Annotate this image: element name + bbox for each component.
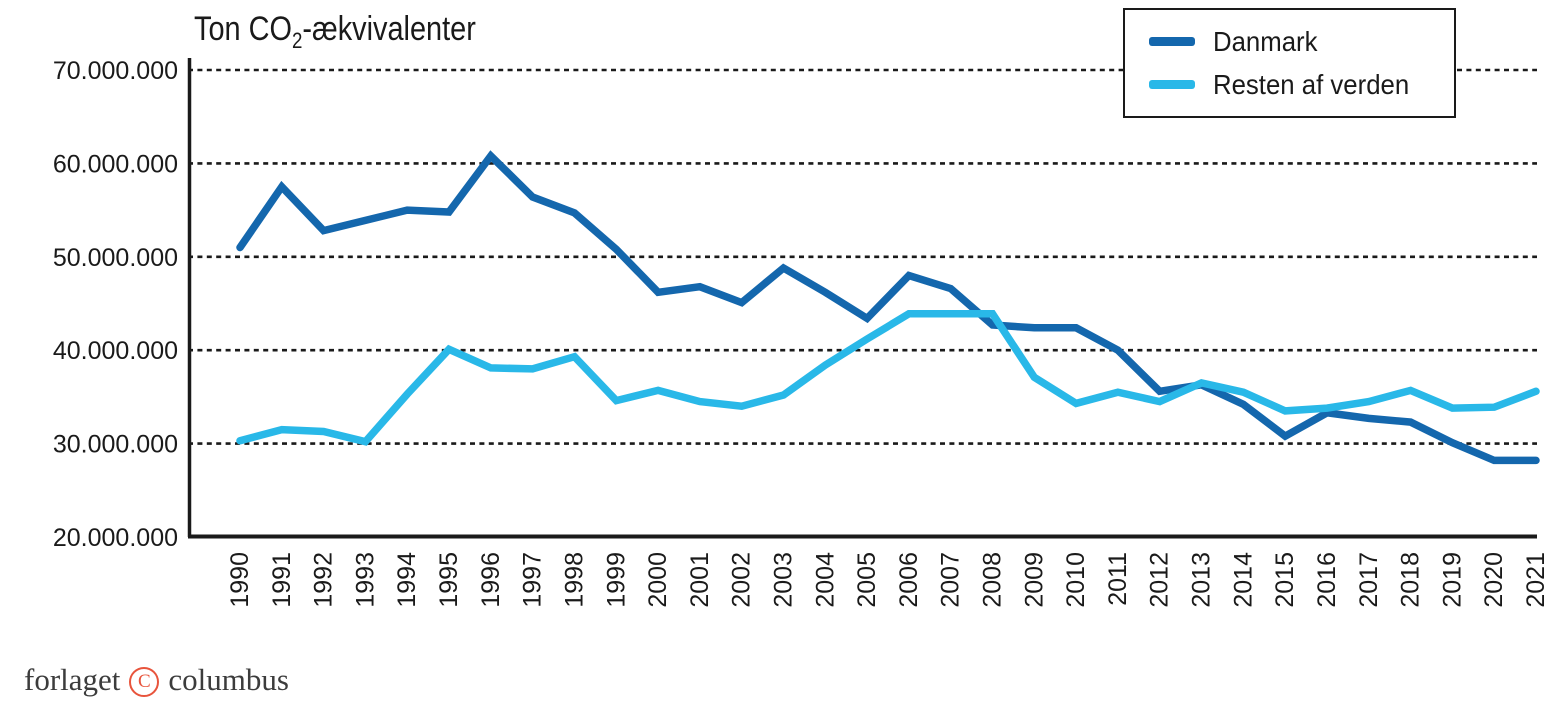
series-line-resten-af-verden	[236, 310, 1540, 446]
series-line-danmark	[236, 150, 1540, 465]
x-tick-label: 2013	[1188, 552, 1216, 608]
x-tick-label: 2004	[811, 552, 839, 608]
x-tick-label: 2014	[1229, 552, 1257, 608]
x-tick-label: 1993	[351, 552, 379, 608]
legend-item-danmark: Danmark	[1149, 26, 1454, 58]
legend: Danmark Resten af verden	[1123, 8, 1456, 118]
x-tick-label: 2005	[853, 552, 881, 608]
x-tick-label: 2017	[1355, 552, 1383, 608]
x-tick-label: 2015	[1271, 552, 1299, 608]
legend-label-danmark: Danmark	[1213, 25, 1318, 57]
x-tick-label: 1997	[519, 552, 547, 608]
x-tick-label: 2006	[895, 552, 923, 608]
x-tick-label: 1998	[560, 552, 588, 608]
x-tick-label: 1996	[477, 552, 505, 608]
x-tick-label: 2008	[979, 552, 1007, 608]
resten-af-verden-line-swatch	[1149, 80, 1195, 89]
y-tick-label: 30.000.000	[53, 431, 178, 459]
x-tick-label: 2021	[1522, 552, 1547, 608]
copyright-circle-icon: C	[129, 667, 160, 697]
x-tick-label: 2003	[769, 552, 797, 608]
y-tick-label: 60.000.000	[53, 150, 178, 178]
x-tick-label: 1991	[268, 552, 296, 608]
legend-label-resten-af-verden: Resten af verden	[1213, 68, 1410, 100]
x-tick-label: 2009	[1020, 552, 1048, 608]
x-tick-label: 1994	[393, 552, 421, 608]
x-tick-label: 2002	[728, 552, 756, 608]
x-tick-label: 2019	[1438, 552, 1466, 608]
x-tick-label: 2011	[1104, 552, 1132, 606]
x-tick-label: 2007	[937, 552, 965, 608]
chart-title-subscript: 2	[291, 27, 303, 53]
x-tick-label: 2000	[644, 552, 672, 608]
y-tick-label: 20.000.000	[53, 524, 178, 552]
x-tick-label: 1999	[602, 552, 630, 608]
x-tick-label: 2012	[1146, 552, 1174, 608]
chart-title: Ton CO2-ækvivalenter	[194, 10, 476, 51]
y-tick-label: 50.000.000	[53, 244, 178, 272]
x-tick-label: 2018	[1397, 552, 1425, 608]
x-tick-label: 1992	[310, 552, 338, 608]
danmark-line-swatch	[1149, 37, 1195, 46]
y-tick-label: 40.000.000	[53, 337, 178, 365]
x-tick-label: 1990	[226, 552, 254, 608]
x-tick-label: 2020	[1480, 552, 1508, 608]
publisher-logo-text-right: columbus	[168, 662, 289, 697]
x-tick-label: 2016	[1313, 552, 1341, 608]
publisher-logo: forlaget C columbus	[24, 662, 289, 698]
chart-title-text-rest: -ækvivalenter	[302, 10, 476, 48]
y-tick-label: 70.000.000	[53, 57, 178, 85]
legend-item-resten-af-verden: Resten af verden	[1149, 69, 1454, 101]
x-tick-label: 2010	[1062, 552, 1090, 608]
x-tick-label: 1995	[435, 552, 463, 608]
chart-title-text: Ton CO	[194, 10, 292, 48]
publisher-logo-text-left: forlaget	[24, 662, 121, 697]
x-tick-label: 2001	[686, 552, 714, 608]
